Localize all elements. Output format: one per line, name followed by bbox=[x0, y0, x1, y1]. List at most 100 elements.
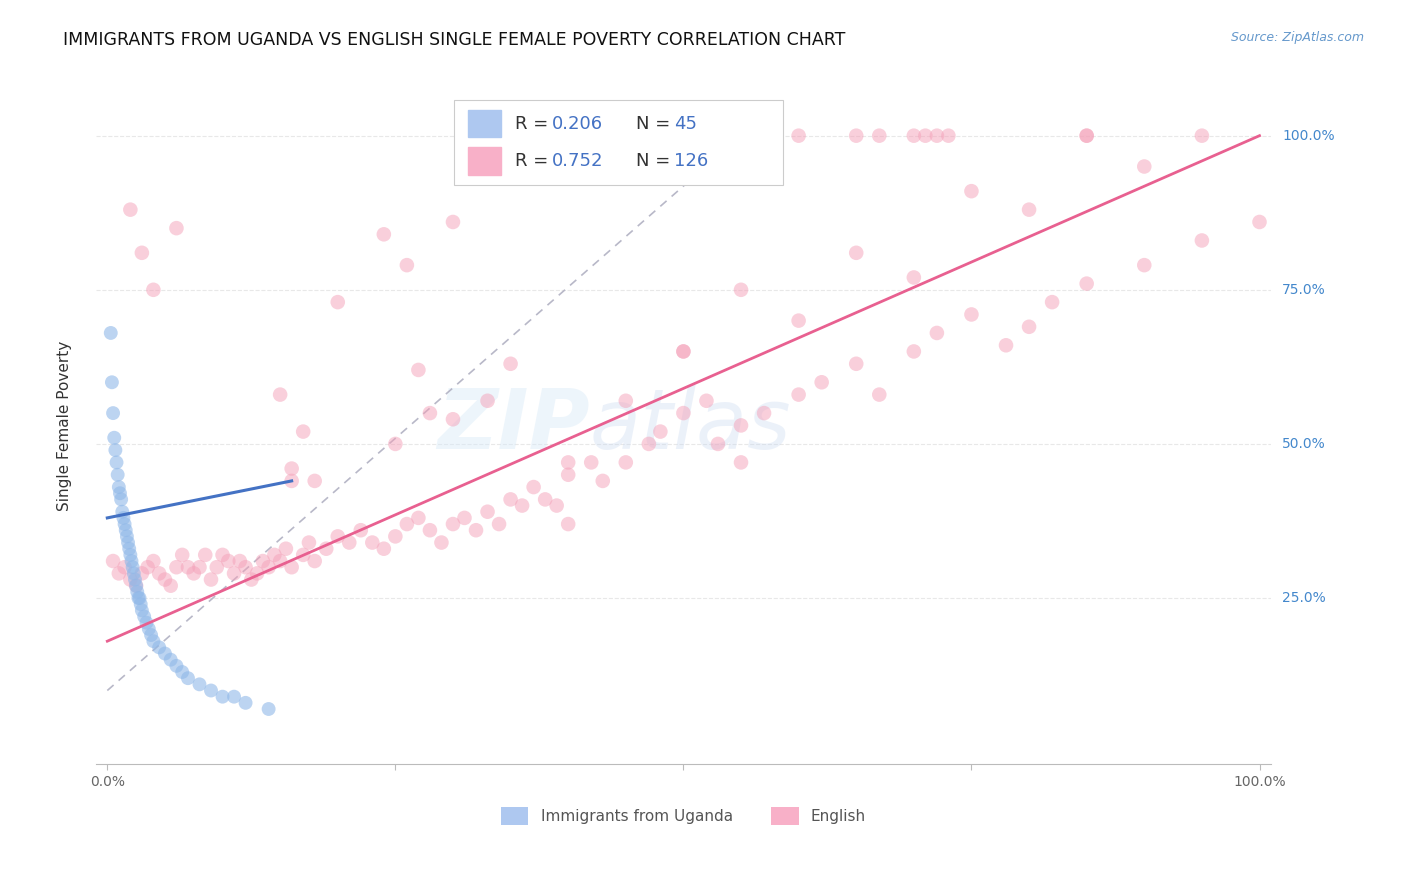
Point bbox=[557, 467, 579, 482]
Point bbox=[1133, 160, 1156, 174]
Point bbox=[488, 517, 510, 532]
Point bbox=[280, 474, 302, 488]
Point bbox=[408, 363, 430, 377]
Point bbox=[315, 541, 337, 556]
Point bbox=[903, 270, 925, 285]
Point bbox=[136, 560, 159, 574]
Point bbox=[211, 690, 233, 704]
Point bbox=[125, 579, 148, 593]
Point bbox=[188, 677, 211, 691]
FancyBboxPatch shape bbox=[468, 110, 502, 137]
Point bbox=[534, 492, 557, 507]
Point bbox=[142, 283, 165, 297]
Point bbox=[614, 455, 637, 469]
Point bbox=[1249, 215, 1271, 229]
Point bbox=[121, 554, 143, 568]
Point bbox=[188, 560, 211, 574]
Point bbox=[229, 554, 252, 568]
Point bbox=[257, 560, 280, 574]
Point bbox=[304, 474, 326, 488]
Text: 25.0%: 25.0% bbox=[1282, 591, 1326, 605]
Point bbox=[183, 566, 205, 581]
Point bbox=[103, 431, 125, 445]
Point bbox=[787, 387, 810, 401]
Point bbox=[499, 492, 522, 507]
Text: R =: R = bbox=[516, 152, 554, 170]
Point bbox=[1191, 234, 1213, 248]
FancyBboxPatch shape bbox=[468, 147, 502, 175]
Text: 45: 45 bbox=[673, 115, 697, 133]
Point bbox=[211, 548, 233, 562]
Point bbox=[194, 548, 217, 562]
Point bbox=[177, 671, 200, 685]
Point bbox=[304, 554, 326, 568]
Point bbox=[1133, 258, 1156, 272]
Text: 0.752: 0.752 bbox=[551, 152, 603, 170]
Point bbox=[730, 455, 752, 469]
Point bbox=[361, 535, 384, 549]
Point bbox=[252, 554, 274, 568]
Point bbox=[142, 554, 165, 568]
Point bbox=[384, 437, 406, 451]
Point bbox=[110, 492, 132, 507]
Point bbox=[925, 326, 948, 340]
Point bbox=[395, 258, 418, 272]
Point bbox=[373, 541, 395, 556]
Point bbox=[134, 609, 156, 624]
Point bbox=[557, 455, 579, 469]
Text: Source: ZipAtlas.com: Source: ZipAtlas.com bbox=[1230, 31, 1364, 45]
Point bbox=[172, 665, 194, 679]
Point bbox=[845, 245, 868, 260]
Point bbox=[165, 560, 187, 574]
Point bbox=[114, 523, 136, 537]
Point bbox=[131, 566, 153, 581]
Point bbox=[217, 554, 239, 568]
Point bbox=[124, 573, 146, 587]
Text: 0.206: 0.206 bbox=[551, 115, 603, 133]
Point bbox=[101, 554, 124, 568]
Point bbox=[108, 486, 131, 500]
Point bbox=[614, 393, 637, 408]
Legend: Immigrants from Uganda, English: Immigrants from Uganda, English bbox=[495, 801, 872, 831]
Point bbox=[707, 437, 730, 451]
Point bbox=[350, 523, 373, 537]
Point bbox=[125, 579, 148, 593]
Point bbox=[172, 548, 194, 562]
Point bbox=[326, 295, 349, 310]
Point bbox=[121, 560, 143, 574]
Point bbox=[960, 308, 983, 322]
Point bbox=[546, 499, 568, 513]
Point bbox=[222, 690, 245, 704]
Point bbox=[441, 412, 464, 426]
Point bbox=[441, 215, 464, 229]
Text: 100.0%: 100.0% bbox=[1282, 128, 1334, 143]
Point bbox=[373, 227, 395, 242]
Point bbox=[1076, 128, 1098, 143]
Text: R =: R = bbox=[516, 115, 554, 133]
Point bbox=[105, 455, 128, 469]
Point bbox=[292, 548, 315, 562]
Point bbox=[112, 511, 135, 525]
Point bbox=[326, 529, 349, 543]
Point bbox=[269, 387, 291, 401]
Point bbox=[557, 517, 579, 532]
Point bbox=[810, 376, 832, 390]
Point bbox=[120, 548, 142, 562]
Point bbox=[280, 560, 302, 574]
Point bbox=[1018, 202, 1040, 217]
Point bbox=[127, 585, 149, 599]
Point bbox=[114, 560, 136, 574]
Point bbox=[120, 202, 142, 217]
Point bbox=[139, 628, 162, 642]
Text: 75.0%: 75.0% bbox=[1282, 283, 1326, 297]
Point bbox=[441, 517, 464, 532]
Point bbox=[101, 406, 124, 420]
Point bbox=[453, 511, 475, 525]
Point bbox=[465, 523, 488, 537]
Point bbox=[903, 344, 925, 359]
Point bbox=[592, 474, 614, 488]
Point bbox=[120, 573, 142, 587]
Point bbox=[153, 573, 176, 587]
Point bbox=[787, 128, 810, 143]
Point bbox=[298, 535, 321, 549]
